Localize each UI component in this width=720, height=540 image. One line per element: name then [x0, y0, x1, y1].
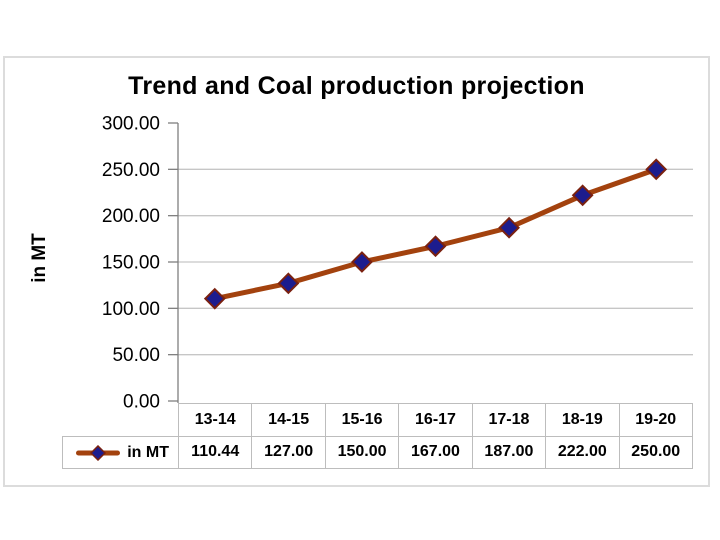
- marker-18-19: [571, 184, 594, 207]
- y-tick-label-100.00: 100.00: [102, 299, 160, 320]
- data-table: 13-14 14-15 15-16 16-17 17-18 18-19 19-20 in M…: [62, 403, 693, 469]
- y-tick-label-300.00: 300.00: [102, 114, 160, 135]
- value-row: in MT 110.44 127.00 150.00 167.00 187.00 222.…: [62, 436, 693, 469]
- value-cell-16-17: 167.00: [398, 436, 472, 469]
- legend-cell: in MT: [62, 436, 178, 469]
- y-tick-label-200.00: 200.00: [102, 206, 160, 227]
- y-tick-label-0.00: 0.00: [123, 392, 160, 413]
- value-cell-18-19: 222.00: [545, 436, 619, 469]
- y-tick-label-50.00: 50.00: [112, 345, 160, 366]
- y-tick-label-150.00: 150.00: [102, 253, 160, 274]
- category-header-cell-18-19: 18-19: [545, 403, 619, 436]
- category-header-cell-13-14: 13-14: [178, 403, 252, 436]
- value-cell-17-18: 187.00: [471, 436, 546, 469]
- category-header-row: 13-14 14-15 15-16 16-17 17-18 18-19 19-20: [62, 403, 693, 436]
- marker-17-18: [498, 216, 520, 239]
- marker-14-15: [277, 272, 300, 295]
- category-header-cell-15-16: 15-16: [324, 403, 399, 436]
- legend-label: in MT: [127, 443, 169, 461]
- category-header-cell-17-18: 17-18: [471, 403, 546, 436]
- value-cell-15-16: 150.00: [324, 436, 399, 469]
- chart-title: Trend and Coal production projection: [128, 72, 585, 100]
- value-cell-13-14: 110.44: [178, 436, 252, 469]
- category-header-cell-19-20: 19-20: [618, 403, 693, 436]
- category-header-cell-16-17: 16-17: [398, 403, 472, 436]
- value-cell-19-20: 250.00: [618, 436, 693, 469]
- y-tick-label-250.00: 250.00: [102, 160, 160, 181]
- category-header-cell-14-15: 14-15: [251, 403, 325, 436]
- marker-15-16: [351, 251, 373, 273]
- value-cell-14-15: 127.00: [251, 436, 325, 469]
- marker-13-14: [203, 287, 226, 310]
- table-corner-spacer: [62, 403, 178, 436]
- legend-key-icon: [76, 444, 121, 461]
- series-line: [212, 166, 659, 302]
- legend-marker: [90, 444, 107, 461]
- marker-16-17: [424, 235, 447, 258]
- marker-19-20: [645, 158, 668, 181]
